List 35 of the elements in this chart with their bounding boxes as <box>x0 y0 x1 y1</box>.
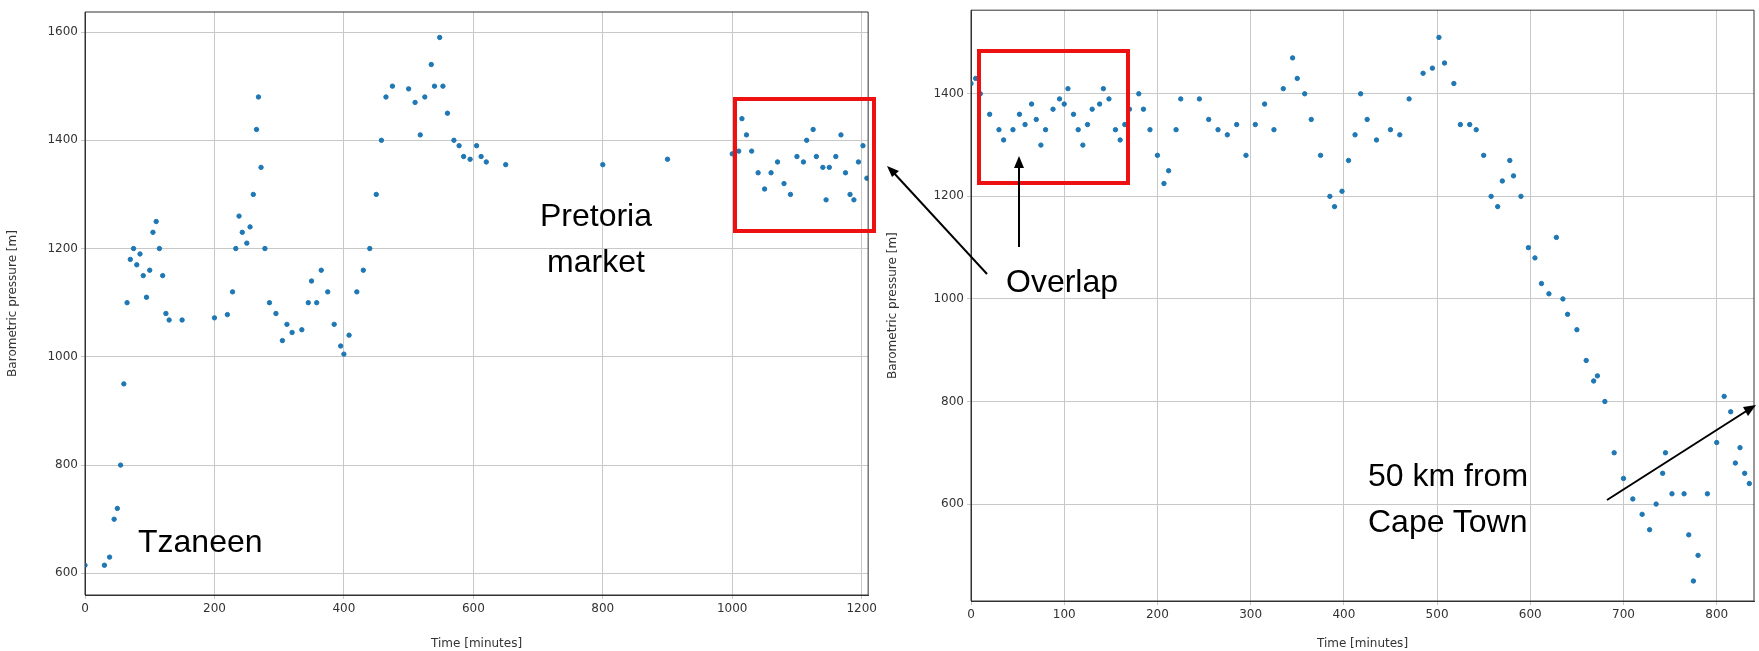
x-tick-label: 300 <box>1239 607 1263 622</box>
y-tick-label: 1400 <box>933 85 964 100</box>
y-tick-label: 600 <box>55 565 78 580</box>
x-tick-label: 0 <box>81 601 89 616</box>
y-tick-label: 600 <box>941 496 964 511</box>
x-tick-label: 200 <box>1145 607 1169 622</box>
y-tick-label: 800 <box>941 393 964 408</box>
y-axis-title: Barometric pressure [m] <box>5 230 20 377</box>
x-tick-label: 1000 <box>716 601 748 616</box>
y-tick-label: 1400 <box>47 132 78 147</box>
x-tick-label: 500 <box>1425 607 1449 622</box>
x-tick-label: 600 <box>461 601 485 616</box>
x-tick-label: 1200 <box>846 601 877 616</box>
y-tick-label: 1200 <box>933 188 964 203</box>
annotation: Tzaneen <box>138 522 264 561</box>
y-tick-label: 1200 <box>47 240 78 255</box>
x-tick-label: 800 <box>1705 607 1729 622</box>
y-tick-label: 1600 <box>47 24 78 39</box>
y-tick-label: 800 <box>55 457 78 472</box>
x-axis-title: Time [minutes] <box>430 635 523 650</box>
x-tick-label: 700 <box>1612 607 1635 622</box>
x-tick-label: 100 <box>1052 607 1076 622</box>
y-axis-title: Barometric pressure [m] <box>885 232 900 379</box>
x-tick-label: 400 <box>332 601 356 616</box>
x-tick-label: 600 <box>1518 607 1542 622</box>
x-tick-label: 800 <box>591 601 615 616</box>
annotation: 50 km from Cape Town <box>1368 456 1530 541</box>
x-tick-label: 200 <box>202 601 226 616</box>
y-tick-label: 1000 <box>933 291 964 306</box>
x-axis-title: Time [minutes] <box>1315 635 1409 650</box>
x-tick-label: 0 <box>967 607 975 622</box>
y-tick-label: 1000 <box>47 348 78 363</box>
annotation: Overlap <box>1006 262 1120 301</box>
x-tick-label: 400 <box>1332 607 1356 622</box>
annotation: Pretoria market <box>538 196 653 281</box>
